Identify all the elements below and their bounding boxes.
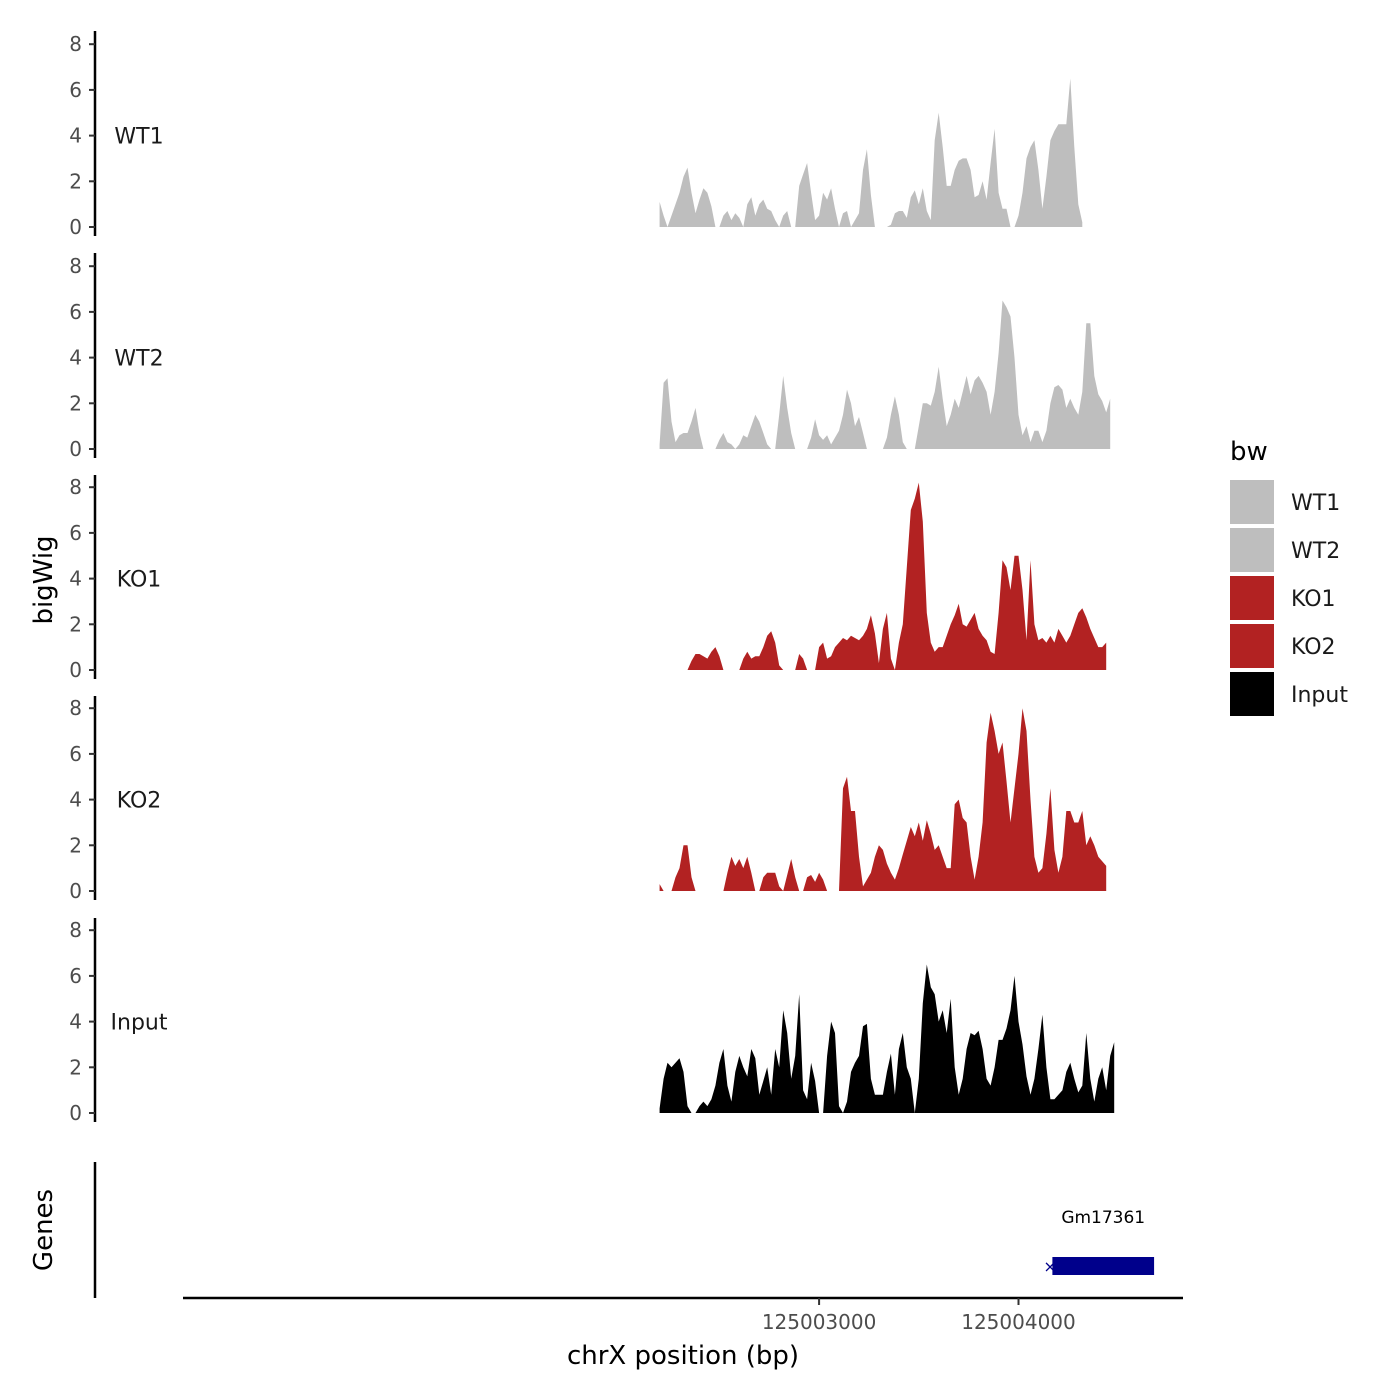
track-ko1: 0 2 4 6 8 KO1: [69, 475, 1107, 682]
legend-key-ko1: [1230, 576, 1274, 620]
coverage-area-wt1-5: [795, 163, 839, 227]
coverage-area-wt1-9: [1014, 78, 1083, 227]
y-tick-label: 0: [69, 437, 82, 461]
y-tick-label: 6: [69, 78, 82, 102]
coverage-area-wt2-5: [882, 396, 907, 449]
track-label: KO1: [117, 568, 162, 593]
y-tick-label: 2: [69, 1055, 82, 1079]
y-tick-label: 8: [69, 475, 82, 499]
y-tick-label: 2: [69, 391, 82, 415]
track-label: Input: [111, 1011, 168, 1036]
track-wt2: 0 2 4 6 8 WT2: [69, 253, 1111, 461]
coverage-area-input-4: [914, 964, 1115, 1113]
coverage-area-wt2-0: [659, 378, 704, 449]
legend-label-wt1: WT1: [1291, 491, 1340, 516]
coverage-area-wt2-4: [807, 389, 867, 449]
coverage-area-wt2-2: [735, 414, 772, 449]
y-axis-title: bigWig: [29, 535, 59, 624]
legend-key-wt1: [1230, 480, 1274, 524]
coverage-area-wt1-7: [851, 149, 875, 227]
y-tick-label: 8: [69, 696, 82, 720]
y-tick-label: 6: [69, 742, 82, 766]
gene-label: Gm17361: [1061, 1208, 1145, 1228]
coverage-area-ko1-1: [739, 631, 784, 670]
track-label: WT2: [114, 347, 163, 372]
coverage-area-ko2-3: [759, 872, 784, 891]
y-tick-label: 0: [69, 1101, 82, 1125]
legend: bw WT1 WT2 KO1 KO2 Input: [1230, 437, 1348, 716]
y-tick-label: 8: [69, 32, 82, 56]
y-tick-label: 6: [69, 300, 82, 324]
y-tick-label: 2: [69, 612, 82, 636]
legend-key-wt2: [1230, 528, 1274, 572]
x-axis-title: chrX position (bp): [567, 1341, 799, 1371]
coverage-tracks: 0 2 4 6 8 WT1 0 2 4 6 8 WT2 0 2 4 6 8 KO1 0 2 4 6 8 KO2 0 2 4 6 8 Inp…: [69, 31, 1115, 1125]
coverage-area-wt2-6: [914, 300, 1111, 449]
coverage-area-ko2-1: [671, 845, 696, 891]
y-tick-label: 2: [69, 169, 82, 193]
coverage-area-ko2-2: [723, 856, 756, 891]
coverage-area-input-1: [695, 994, 820, 1113]
coverage-area-wt1-1: [667, 167, 716, 227]
coverage-area-input-3: [843, 1023, 915, 1113]
coverage-area-wt1-8: [886, 112, 1011, 227]
track-label: WT1: [114, 125, 163, 150]
coverage-area-input-2: [823, 1021, 843, 1113]
legend-label-ko2: KO2: [1291, 635, 1336, 660]
legend-label-wt2: WT2: [1291, 539, 1340, 564]
coverage-area-wt1-4: [779, 211, 792, 227]
coverage-area-ko2-5: [803, 872, 828, 891]
gene-feature: × Gm17361: [1043, 1208, 1155, 1276]
coverage-area-wt2-3: [775, 375, 796, 449]
coverage-area-wt1-0: [659, 201, 668, 227]
track-label: KO2: [117, 789, 162, 814]
track-ko2: 0 2 4 6 8 KO2: [69, 696, 1107, 903]
coverage-area-wt1-6: [839, 211, 851, 227]
genes-axis-title: Genes: [29, 1189, 59, 1271]
coverage-area-ko2-0: [659, 884, 664, 891]
x-tick-label: 125003000: [762, 1310, 877, 1334]
coverage-area-ko2-4: [783, 859, 800, 891]
y-tick-label: 4: [69, 124, 82, 148]
coverage-area-ko1-2: [795, 654, 808, 670]
strand-marker: ×: [1043, 1257, 1056, 1276]
legend-label-input: Input: [1291, 683, 1348, 708]
y-tick-label: 4: [69, 788, 82, 812]
y-tick-label: 4: [69, 1010, 82, 1034]
legend-key-ko2: [1230, 624, 1274, 668]
y-tick-label: 0: [69, 658, 82, 682]
y-tick-label: 8: [69, 918, 82, 942]
legend-title: bw: [1230, 437, 1268, 467]
y-tick-label: 6: [69, 964, 82, 988]
track-input: 0 2 4 6 8 Input: [69, 918, 1115, 1125]
coverage-area-wt1-3: [743, 197, 780, 227]
y-tick-label: 0: [69, 879, 82, 903]
y-tick-label: 2: [69, 833, 82, 857]
coverage-area-wt1-2: [719, 211, 744, 227]
coverage-area-ko1-3: [815, 612, 895, 670]
x-axis: 125003000 125004000: [183, 1296, 1183, 1334]
x-tick-label: 125004000: [961, 1310, 1076, 1334]
coverage-area-ko1-0: [687, 647, 724, 670]
coverage-area-wt2-1: [715, 433, 736, 449]
y-tick-label: 4: [69, 567, 82, 591]
legend-label-ko1: KO1: [1291, 587, 1336, 612]
y-tick-label: 6: [69, 521, 82, 545]
genes-track: Genes × Gm17361: [29, 1162, 1155, 1298]
y-tick-label: 0: [69, 215, 82, 239]
coverage-area-input-0: [659, 1058, 692, 1113]
y-tick-label: 8: [69, 254, 82, 278]
y-tick-label: 4: [69, 346, 82, 370]
track-wt1: 0 2 4 6 8 WT1: [69, 31, 1083, 239]
coverage-area-ko1-4: [894, 482, 1107, 670]
legend-key-input: [1230, 672, 1274, 716]
coverage-area-ko2-6: [839, 708, 1107, 891]
gene-body: [1052, 1257, 1155, 1275]
